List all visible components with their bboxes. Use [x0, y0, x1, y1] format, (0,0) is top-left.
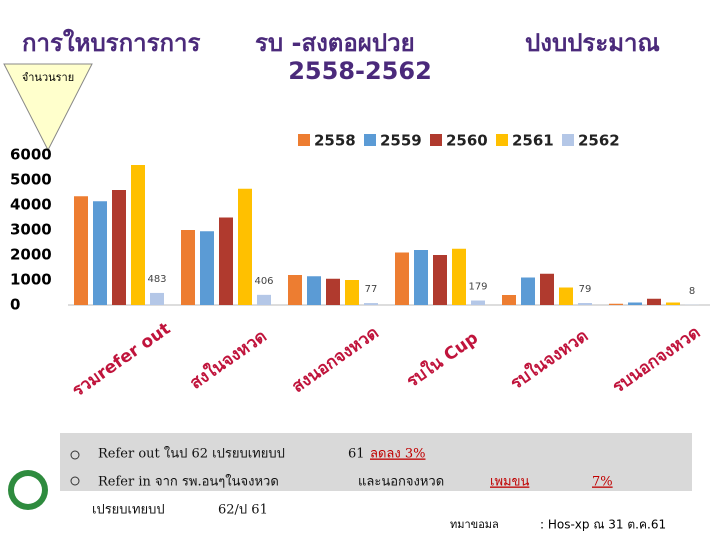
bar [578, 303, 592, 305]
bar [131, 165, 145, 305]
bar [559, 287, 573, 305]
bar [200, 231, 214, 305]
bar [433, 255, 447, 305]
legend-label: 2560 [446, 132, 488, 150]
source-label: ทมาขอมล [450, 518, 499, 531]
x-tick-label: รบในจงหวด [506, 325, 592, 394]
y-tick-label: 1000 [10, 271, 52, 289]
bar [150, 292, 164, 305]
data-label: 8 [689, 286, 695, 297]
bar [452, 248, 466, 305]
title-years: 2558-2562 [288, 57, 432, 85]
note-text: และนอกจงหวด [358, 475, 444, 490]
bar [666, 302, 680, 305]
bar [647, 298, 661, 305]
y-tick-label: 0 [10, 296, 20, 314]
legend-label: 2562 [578, 132, 620, 150]
data-label: 77 [365, 284, 378, 295]
bar [257, 294, 271, 305]
legend-swatch [364, 134, 376, 146]
data-label: 483 [147, 274, 166, 285]
x-tick-label: รบใน Cup [402, 327, 482, 392]
data-label: 79 [579, 284, 592, 295]
note-text: 62/ป 61 [218, 503, 268, 518]
bullet [70, 450, 80, 460]
title-left: การใหบรการการ [22, 28, 200, 57]
legend-swatch [430, 134, 442, 146]
bar [112, 190, 126, 305]
callout-label: จำนวนราย [22, 71, 74, 84]
y-tick-label: 4000 [10, 196, 52, 214]
x-tick-label: รบนอกจงหวด [609, 323, 704, 398]
x-tick-label: สงนอกจงหวด [288, 323, 382, 397]
bar [414, 250, 428, 305]
bar [219, 217, 233, 305]
bar [609, 303, 623, 305]
note-highlight: 7% [592, 475, 613, 490]
bar [540, 273, 554, 305]
bar [181, 230, 195, 305]
bar [521, 277, 535, 305]
bar [74, 196, 88, 305]
legend-label: 2559 [380, 132, 422, 150]
bar [471, 300, 485, 305]
y-tick-label: 6000 [10, 146, 52, 164]
note-text: 61 [348, 447, 365, 462]
logo-inner [14, 476, 42, 504]
legend-swatch [562, 134, 574, 146]
y-tick-label: 3000 [10, 221, 52, 239]
y-tick-label: 2000 [10, 246, 52, 264]
note-highlight: ลดลง 3% [370, 447, 425, 462]
legend-label: 2558 [314, 132, 356, 150]
y-tick-label: 5000 [10, 171, 52, 189]
note-box [60, 433, 692, 491]
bar [93, 201, 107, 305]
note-text: เปรยบเทยบป [92, 503, 165, 518]
bar [326, 278, 340, 305]
x-tick-label: รวมrefer out [69, 319, 175, 401]
title-right: ปงบประมาณ [525, 29, 660, 57]
bar [238, 188, 252, 305]
data-label: 179 [468, 282, 487, 293]
legend-swatch [496, 134, 508, 146]
bar [307, 276, 321, 305]
data-label: 406 [254, 276, 273, 287]
bullet [70, 476, 80, 486]
source-text: : Hos-xp ณ 31 ต.ค.61 [540, 518, 666, 532]
note-highlight: เพมขน [490, 475, 529, 490]
title-mid: รบ -สงตอผปวย [255, 29, 415, 57]
legend-label: 2561 [512, 132, 554, 150]
bar [395, 252, 409, 305]
note-text: Refer out ในป 62 เปรยบเทยบป [98, 446, 285, 462]
bar [345, 280, 359, 305]
bar [628, 302, 642, 305]
legend-swatch [298, 134, 310, 146]
callout-shape [3, 63, 93, 152]
x-tick-label: สงในจงหวด [186, 326, 271, 394]
bar [288, 275, 302, 305]
bar [502, 295, 516, 305]
bar [364, 303, 378, 305]
note-text: Refer in จาก รพ.อนๆในจงหวด [98, 474, 279, 490]
